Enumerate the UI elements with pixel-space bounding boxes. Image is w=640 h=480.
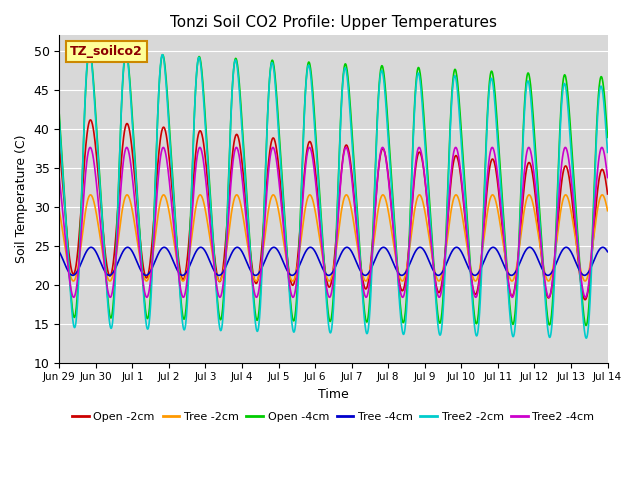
Tree2 -2cm [56, 118, 63, 123]
Tree -2cm [177, 276, 185, 282]
Tree2 -2cm [177, 301, 184, 307]
Open -4cm [56, 112, 63, 118]
Tree2 -4cm [285, 274, 292, 280]
Line: Tree -2cm: Tree -2cm [60, 195, 607, 281]
Line: Tree -4cm: Tree -4cm [60, 247, 607, 276]
Tree -2cm [271, 194, 279, 200]
Tree2 -2cm [556, 151, 563, 157]
Tree2 -2cm [508, 331, 516, 336]
Open -4cm [604, 134, 611, 140]
Tree2 -4cm [56, 175, 63, 180]
Tree2 -4cm [556, 185, 563, 191]
Tree -2cm [509, 278, 516, 284]
Tree -4cm [56, 249, 63, 254]
Tree -2cm [419, 196, 426, 202]
Tree -4cm [69, 273, 77, 278]
Line: Tree2 -4cm: Tree2 -4cm [60, 147, 607, 297]
Tree2 -2cm [604, 150, 611, 156]
Title: Tonzi Soil CO2 Profile: Upper Temperatures: Tonzi Soil CO2 Profile: Upper Temperatur… [170, 15, 497, 30]
Tree2 -4cm [86, 144, 94, 150]
Open -2cm [271, 138, 278, 144]
Tree -2cm [604, 208, 611, 214]
Tree2 -4cm [271, 150, 279, 156]
X-axis label: Time: Time [318, 388, 349, 401]
Open -2cm [418, 155, 426, 160]
Line: Open -2cm: Open -2cm [60, 120, 607, 300]
Open -2cm [177, 271, 184, 277]
Tree2 -4cm [419, 154, 426, 160]
Open -4cm [556, 143, 563, 148]
Tree -4cm [509, 272, 516, 278]
Line: Open -4cm: Open -4cm [60, 51, 607, 325]
Tree2 -2cm [582, 336, 590, 341]
Tree2 -4cm [180, 294, 188, 300]
Tree2 -4cm [509, 294, 516, 300]
Tree -2cm [86, 192, 94, 198]
Open -4cm [418, 85, 426, 91]
Open -2cm [508, 293, 516, 299]
Line: Tree2 -2cm: Tree2 -2cm [60, 49, 607, 338]
Tree -4cm [419, 245, 426, 251]
Open -4cm [271, 70, 278, 76]
Open -2cm [56, 143, 63, 148]
Tree2 -2cm [418, 95, 426, 101]
Tree2 -2cm [284, 271, 292, 276]
Y-axis label: Soil Temperature (C): Soil Temperature (C) [15, 135, 28, 263]
Tree -4cm [271, 245, 279, 251]
Open -2cm [86, 117, 94, 123]
Tree2 -2cm [271, 76, 278, 82]
Tree -2cm [56, 208, 63, 214]
Tree -4cm [604, 249, 611, 254]
Tree -2cm [70, 278, 77, 284]
Tree -2cm [285, 268, 292, 274]
Open -2cm [284, 262, 292, 267]
Text: TZ_soilco2: TZ_soilco2 [70, 45, 143, 58]
Tree2 -4cm [604, 175, 611, 180]
Open -4cm [86, 48, 93, 54]
Tree2 -4cm [177, 287, 184, 293]
Open -2cm [556, 204, 563, 209]
Open -4cm [177, 295, 184, 301]
Open -2cm [604, 191, 611, 197]
Legend: Open -2cm, Tree -2cm, Open -4cm, Tree -4cm, Tree2 -2cm, Tree2 -4cm: Open -2cm, Tree -2cm, Open -4cm, Tree -4… [68, 408, 599, 426]
Tree -2cm [556, 216, 563, 222]
Open -2cm [581, 297, 589, 302]
Open -4cm [284, 266, 292, 272]
Tree -4cm [556, 252, 563, 258]
Open -4cm [582, 323, 590, 328]
Tree -4cm [177, 272, 185, 278]
Tree2 -2cm [86, 47, 93, 52]
Tree -4cm [285, 270, 292, 276]
Tree -4cm [88, 244, 95, 250]
Open -4cm [508, 319, 516, 325]
